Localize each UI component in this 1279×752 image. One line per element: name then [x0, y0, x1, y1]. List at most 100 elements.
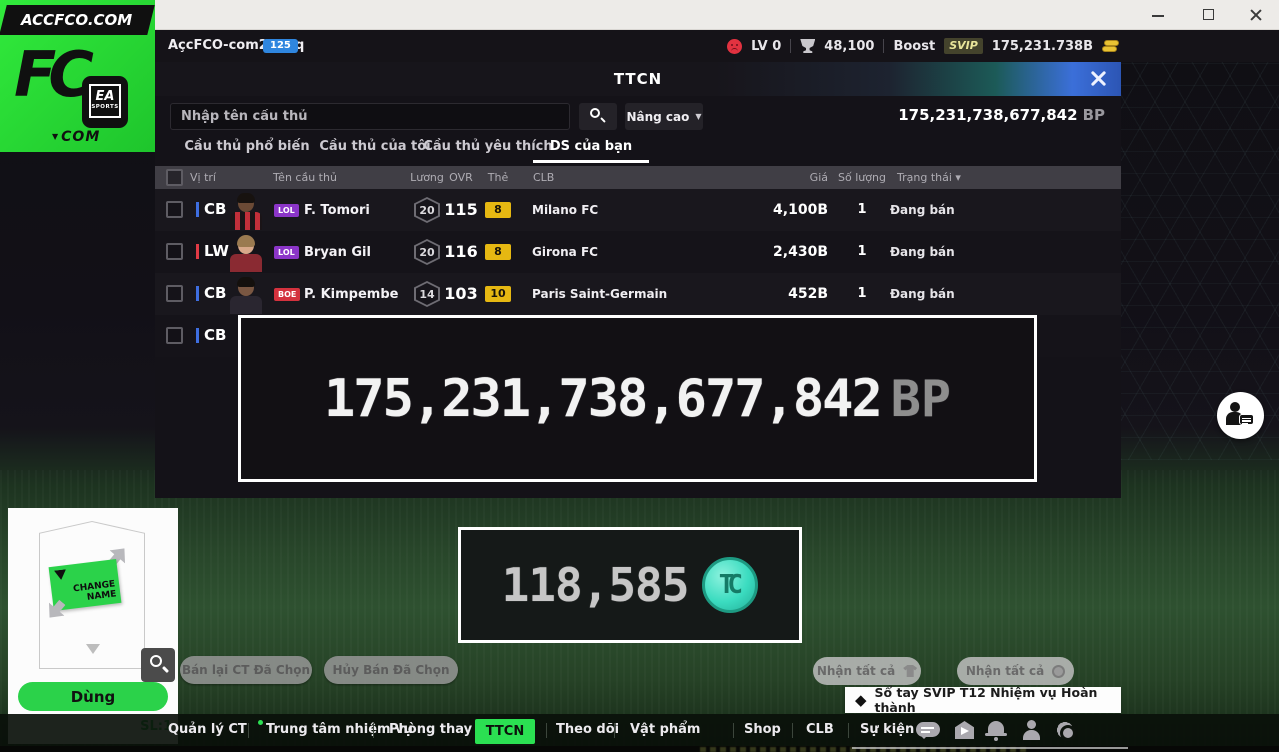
row-checkbox[interactable] — [166, 327, 183, 344]
trophy-icon — [800, 39, 816, 53]
nav-locker-room[interactable]: Phòng thay đồ — [389, 722, 495, 737]
tc-coin-icon: TC — [702, 557, 759, 613]
table-row[interactable]: CB LOL F. Tomori 20 115 8 Milano FC 4,10… — [155, 189, 1121, 231]
bp-total: 175,231,738,677,842 BP — [898, 106, 1105, 124]
window-close-button[interactable] — [1234, 0, 1278, 30]
manager-mood-icon — [727, 38, 743, 54]
player-club: Milano FC — [532, 203, 599, 217]
speech-bubble-icon — [1239, 414, 1254, 425]
player-ovr: 116 — [444, 242, 478, 261]
tab-favorite-players[interactable]: Cầu thủ yêu thích — [423, 139, 553, 154]
card-brand-mark — [86, 644, 100, 654]
profile-icon[interactable] — [1018, 719, 1044, 741]
nav-shop[interactable]: Shop — [744, 722, 781, 737]
window-minimize-button[interactable] — [1136, 0, 1180, 30]
nav-items[interactable]: Vật phẩm — [630, 722, 701, 737]
row-checkbox[interactable] — [166, 201, 183, 218]
item-panel: CHANGE NAME Dùng SL:1 — [8, 508, 178, 744]
listing-price: 452B — [788, 286, 828, 302]
listing-status: Đang bán — [890, 287, 955, 301]
triangle-mesh-background — [1121, 30, 1279, 460]
nav-mission-center[interactable]: Trung tâm nhiệm vụ — [266, 722, 413, 737]
card-tier-badge: 8 — [485, 202, 511, 218]
person-icon — [1230, 402, 1240, 412]
position-color-bar — [196, 244, 199, 259]
card-tier-badge: 10 — [485, 286, 511, 302]
accfco-site-label: ACCFCO.COM — [21, 11, 133, 29]
table-header: Vị trí Tên cầu thủ Lương OVR Thẻ CLB Giá… — [155, 166, 1121, 189]
column-name: Tên cầu thủ — [273, 171, 337, 184]
player-avatar — [228, 233, 264, 272]
panel-header: TTCN — [155, 62, 1121, 96]
panel-title: TTCN — [613, 70, 663, 88]
row-checkbox[interactable] — [166, 285, 183, 302]
position-color-bar — [196, 202, 199, 217]
search-button[interactable] — [579, 103, 617, 130]
ea-sports-mark: EA SPORTS — [89, 84, 121, 118]
bp-balance: 175,231.738B — [991, 38, 1093, 54]
card-tier-badge: 8 — [485, 244, 511, 260]
bell-icon[interactable] — [984, 719, 1010, 741]
player-position: CB — [204, 200, 227, 218]
nav-manage-players[interactable]: Quản lý CT — [168, 722, 247, 737]
lv-label: LV 0 — [751, 38, 782, 54]
salary-hexagon: 20 — [414, 197, 440, 223]
close-icon[interactable] — [1087, 67, 1111, 91]
bp-value-overlay: 175,231,738,677,842 BP — [238, 315, 1037, 482]
search-input[interactable] — [170, 103, 570, 130]
fco-letters: FC — [14, 38, 94, 111]
trophy-count: 48,100 — [824, 38, 875, 54]
cancel-sale-selected-button[interactable]: Hủy Bán Đã Chọn — [324, 656, 458, 684]
window-maximize-button[interactable] — [1186, 0, 1230, 30]
claim-all-players-button[interactable]: Nhận tất cả — [813, 657, 921, 685]
listing-status: Đang bán — [890, 245, 955, 259]
player-ovr: 115 — [444, 200, 478, 219]
logo-com-label: ▼ COM — [52, 129, 101, 145]
gear-icon[interactable] — [1052, 719, 1078, 741]
coins-icon — [1102, 39, 1119, 53]
bp-overlay-amount: 175,231,738,677,842 — [323, 368, 883, 429]
column-card: Thẻ — [487, 171, 509, 184]
nav-events[interactable]: Sự kiện — [860, 722, 915, 737]
relist-selected-button[interactable]: Bán lại CT Đã Chọn — [180, 656, 312, 684]
player-position: LW — [204, 242, 229, 260]
chat-icon[interactable] — [915, 719, 941, 741]
select-all-checkbox[interactable] — [166, 169, 183, 186]
nav-transfer-market[interactable]: TTCN — [475, 719, 535, 744]
player-club: Paris Saint-Germain — [532, 287, 668, 301]
support-chat-button[interactable] — [1217, 392, 1264, 439]
advanced-filter-button[interactable]: Nâng cao ▼ — [625, 103, 703, 130]
nav-club[interactable]: CLB — [806, 722, 834, 737]
inspect-item-button[interactable] — [141, 648, 175, 682]
use-item-button[interactable]: Dùng — [18, 682, 168, 711]
window-titlebar — [0, 0, 1279, 30]
table-row[interactable]: CB BOE P. Kimpembe 14 103 10 Paris Saint… — [155, 273, 1121, 315]
advanced-label: Nâng cao — [626, 109, 690, 124]
active-tab-underline — [533, 160, 649, 163]
diamond-icon: ◆ — [855, 690, 867, 709]
bp-unit: BP — [1082, 106, 1105, 124]
row-checkbox[interactable] — [166, 243, 183, 260]
player-position: CB — [204, 326, 227, 344]
table-row[interactable]: LW LOL Bryan Gil 20 116 8 Girona FC 2,43… — [155, 231, 1121, 273]
position-color-bar — [196, 286, 199, 301]
tab-my-players[interactable]: Cầu thủ của tôi — [319, 139, 431, 154]
player-ovr: 103 — [444, 284, 478, 303]
position-color-bar — [196, 328, 199, 343]
player-name: F. Tomori — [304, 203, 370, 218]
nav-follow[interactable]: Theo dõi — [556, 722, 620, 737]
column-status[interactable]: Trạng thái ▾ — [897, 171, 961, 184]
coin-icon — [1052, 664, 1066, 678]
player-avatar — [228, 191, 264, 230]
game-topbar: AçcFCO-com2212q 125 LV 0 48,100 Boost SV… — [155, 30, 1279, 62]
fco-o-box: EA SPORTS — [82, 76, 128, 128]
bottom-nav: Quản lý CT Trung tâm nhiệm vụ Phòng thay… — [0, 714, 1279, 746]
home-flag-icon[interactable] — [952, 719, 978, 741]
claim-all-coins-button[interactable]: Nhận tất cả — [957, 657, 1074, 685]
tab-popular-players[interactable]: Cầu thủ phổ biến — [184, 139, 310, 154]
magnifier-icon — [150, 655, 162, 667]
currency-stats: LV 0 48,100 Boost SVIP 175,231.738B — [727, 30, 1119, 62]
tab-your-list[interactable]: DS của bạn — [549, 139, 633, 154]
svip-notification-toast: ◆ Sổ tay SVIP T12 Nhiệm vụ Hoàn thành — [845, 685, 1121, 715]
